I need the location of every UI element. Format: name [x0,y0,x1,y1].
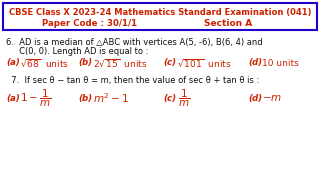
Text: Section A: Section A [204,19,252,28]
Text: 6.  AD is a median of △ABC with vertices A(5, -6), B(6, 4) and: 6. AD is a median of △ABC with vertices … [6,37,263,46]
Text: $\sqrt{68}$  units: $\sqrt{68}$ units [20,57,69,69]
Text: CBSE Class X 2023-24 Mathematics Standard Examination (041): CBSE Class X 2023-24 Mathematics Standar… [9,8,311,17]
Text: (d): (d) [248,58,262,68]
Text: (c): (c) [163,93,176,102]
Text: $\sqrt{101}$  units: $\sqrt{101}$ units [177,57,232,69]
Text: (b): (b) [78,58,92,68]
Text: $2\sqrt{15}$  units: $2\sqrt{15}$ units [93,57,148,69]
Text: Paper Code : 30/1/1: Paper Code : 30/1/1 [43,19,138,28]
Text: $m^{2}-1$: $m^{2}-1$ [93,91,129,105]
Text: $-m$: $-m$ [262,93,282,103]
Text: (d): (d) [248,93,262,102]
Text: 10 units: 10 units [262,58,299,68]
Text: C(0, 0). Length AD is equal to :: C(0, 0). Length AD is equal to : [6,46,148,55]
FancyBboxPatch shape [3,3,317,30]
Text: (a): (a) [6,93,20,102]
Text: $1-\dfrac{1}{m}$: $1-\dfrac{1}{m}$ [20,87,52,109]
Text: (a): (a) [6,58,20,68]
Text: (c): (c) [163,58,176,68]
Text: (b): (b) [78,93,92,102]
Text: 7.  If sec θ − tan θ = m, then the value of sec θ + tan θ is :: 7. If sec θ − tan θ = m, then the value … [6,75,259,84]
Text: $\dfrac{1}{m}$: $\dfrac{1}{m}$ [178,87,190,109]
